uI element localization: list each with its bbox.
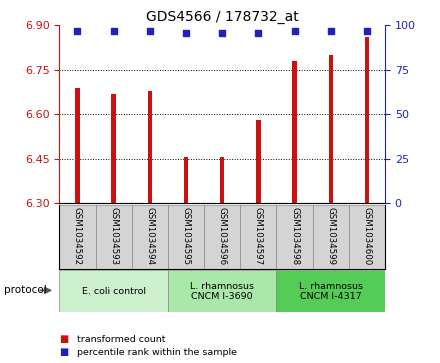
Text: GSM1034596: GSM1034596: [218, 207, 227, 265]
Point: [183, 30, 190, 36]
Title: GDS4566 / 178732_at: GDS4566 / 178732_at: [146, 11, 299, 24]
Text: ■: ■: [59, 347, 69, 357]
Point: [255, 30, 262, 36]
Text: GSM1034594: GSM1034594: [145, 207, 154, 265]
Point: [74, 28, 81, 34]
Point: [327, 28, 334, 34]
Text: GSM1034597: GSM1034597: [254, 207, 263, 265]
Point: [110, 28, 117, 34]
Text: percentile rank within the sample: percentile rank within the sample: [77, 348, 237, 356]
Text: ■: ■: [59, 334, 69, 344]
Text: GSM1034593: GSM1034593: [109, 207, 118, 265]
Text: transformed count: transformed count: [77, 335, 165, 344]
Bar: [276, 270, 385, 312]
Text: protocol: protocol: [4, 285, 47, 295]
Bar: [168, 270, 276, 312]
Bar: [329, 55, 333, 203]
Bar: [132, 205, 168, 269]
Text: GSM1034595: GSM1034595: [182, 207, 191, 265]
Bar: [293, 61, 297, 203]
Point: [291, 28, 298, 34]
Text: L. rhamnosus
CNCM I-4317: L. rhamnosus CNCM I-4317: [299, 282, 363, 301]
Bar: [276, 205, 313, 269]
Text: L. rhamnosus
CNCM I-3690: L. rhamnosus CNCM I-3690: [190, 282, 254, 301]
Bar: [59, 205, 95, 269]
Text: E. coli control: E. coli control: [82, 287, 146, 296]
Bar: [184, 157, 188, 203]
Bar: [240, 205, 276, 269]
Point: [147, 28, 154, 34]
Bar: [75, 87, 80, 203]
Bar: [365, 37, 369, 203]
Bar: [148, 91, 152, 203]
Bar: [256, 120, 260, 203]
Bar: [313, 205, 349, 269]
Text: GSM1034600: GSM1034600: [363, 207, 371, 265]
Bar: [168, 205, 204, 269]
Bar: [349, 205, 385, 269]
Bar: [111, 94, 116, 203]
Bar: [204, 205, 240, 269]
Text: GSM1034592: GSM1034592: [73, 207, 82, 265]
Bar: [95, 205, 132, 269]
Text: GSM1034598: GSM1034598: [290, 207, 299, 265]
Bar: [220, 157, 224, 203]
Point: [363, 28, 370, 34]
Point: [219, 30, 226, 36]
Bar: [59, 270, 168, 312]
Text: GSM1034599: GSM1034599: [326, 207, 335, 265]
